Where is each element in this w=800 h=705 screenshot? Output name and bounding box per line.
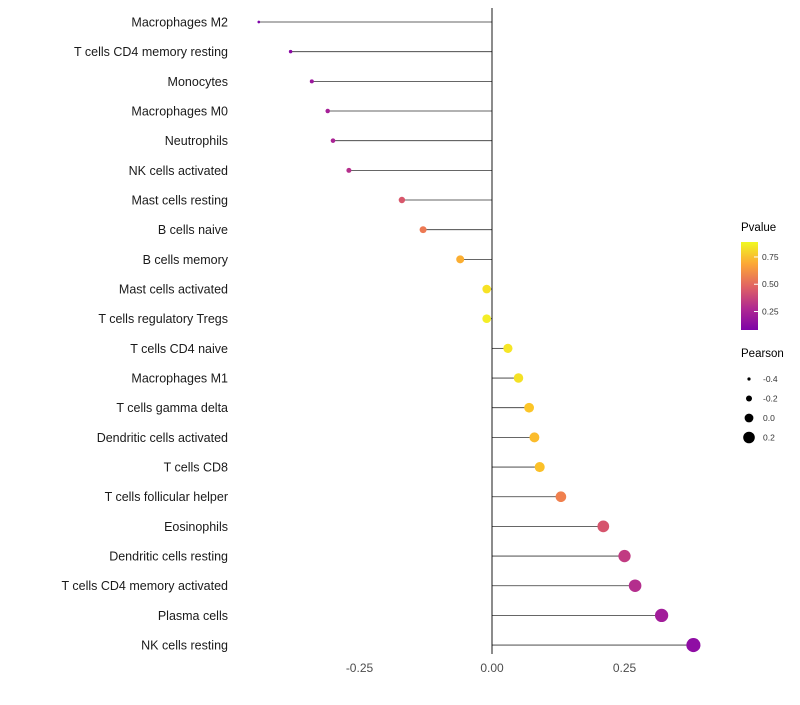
pearson-legend-label: 0.0	[763, 413, 775, 423]
data-point	[597, 520, 610, 533]
category-label: Monocytes	[168, 75, 228, 89]
data-point	[309, 79, 314, 84]
data-point	[524, 402, 534, 413]
pvalue-legend-tick-label: 0.50	[762, 279, 779, 289]
data-point	[419, 226, 427, 234]
data-point	[325, 108, 330, 114]
pvalue-legend-title: Pvalue	[741, 222, 776, 234]
data-point	[482, 284, 492, 294]
data-point	[257, 20, 261, 24]
pvalue-gradient-bar	[741, 242, 758, 330]
data-point	[628, 579, 642, 593]
pvalue-legend-tick-label: 0.75	[762, 252, 779, 262]
pearson-legend-dot	[747, 377, 751, 381]
data-point	[654, 608, 669, 623]
category-label: B cells naive	[158, 223, 228, 237]
category-label: Plasma cells	[158, 609, 228, 623]
category-label: T cells CD4 memory activated	[62, 579, 229, 593]
category-label: Eosinophils	[164, 520, 228, 534]
pearson-legend-label: 0.2	[763, 433, 775, 443]
category-label: B cells memory	[143, 253, 229, 267]
pearson-legend-label: -0.4	[763, 374, 778, 384]
category-label: NK cells activated	[129, 164, 228, 178]
data-point	[456, 255, 465, 264]
x-axis-tick-label: 0.00	[480, 661, 504, 675]
data-point	[618, 549, 631, 563]
data-point	[529, 432, 540, 443]
category-label: T cells gamma delta	[116, 401, 228, 415]
pearson-legend-dot	[743, 431, 755, 444]
pearson-legend-title: Pearson	[741, 348, 784, 360]
data-point	[346, 167, 352, 173]
category-label: Dendritic cells resting	[109, 550, 228, 564]
x-axis-tick-label: 0.25	[613, 661, 637, 675]
data-point	[288, 49, 293, 54]
category-label: T cells CD4 memory resting	[74, 45, 228, 59]
category-label: NK cells resting	[141, 639, 228, 653]
category-label: T cells CD8	[164, 461, 228, 475]
data-point	[330, 138, 336, 143]
data-point	[503, 343, 513, 353]
category-label: Macrophages M0	[131, 105, 228, 119]
category-label: Dendritic cells activated	[97, 431, 228, 445]
category-label: T cells follicular helper	[105, 490, 228, 504]
data-point	[534, 462, 545, 473]
pearson-legend-dot	[744, 413, 754, 423]
data-point	[686, 638, 701, 653]
category-label: T cells regulatory Tregs	[98, 312, 228, 326]
pearson-legend-label: -0.2	[763, 394, 778, 404]
category-label: Macrophages M1	[131, 372, 228, 386]
data-point	[513, 373, 524, 383]
data-point	[398, 196, 406, 204]
data-point	[555, 491, 567, 503]
data-point	[482, 314, 492, 324]
category-label: T cells CD4 naive	[130, 342, 228, 356]
pearson-legend-dot	[746, 395, 752, 402]
pvalue-legend-tick-label: 0.25	[762, 307, 779, 317]
category-label: Mast cells resting	[131, 194, 228, 208]
category-label: Mast cells activated	[119, 283, 228, 297]
x-axis-tick-label: -0.25	[346, 661, 374, 675]
category-label: Neutrophils	[165, 134, 228, 148]
category-label: Macrophages M2	[131, 16, 228, 30]
